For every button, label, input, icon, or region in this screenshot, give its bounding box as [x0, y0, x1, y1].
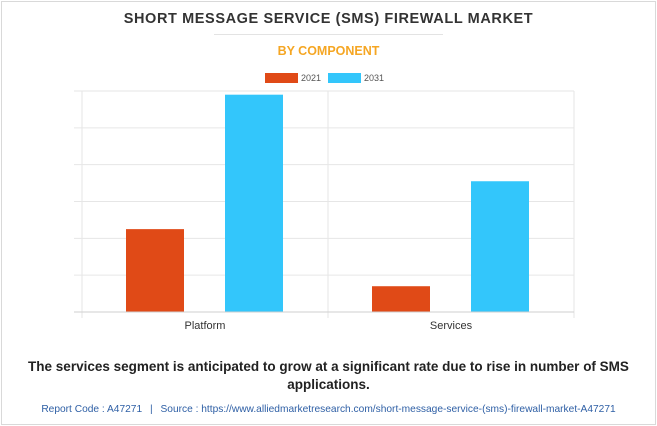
footer-separator: |	[149, 404, 153, 415]
footer: Report Code : A47271 | Source : https://…	[0, 404, 657, 415]
bar-2031-platform	[225, 94, 283, 312]
legend-label-2031: 2031	[364, 73, 385, 83]
x-tick-label-services: Services	[430, 320, 473, 332]
legend: 2021 2031	[0, 71, 657, 85]
x-axis: Platform Services	[74, 311, 574, 332]
legend-swatch-2021	[265, 73, 298, 83]
legend-swatch-2031	[328, 73, 361, 83]
bar-2031-services	[471, 181, 529, 312]
title-divider	[214, 34, 443, 35]
legend-label-2021: 2021	[301, 73, 322, 83]
bars	[126, 94, 529, 312]
chart-title: SHORT MESSAGE SERVICE (SMS) FIREWALL MAR…	[123, 11, 534, 27]
bar-chart: Platform Services	[74, 90, 575, 332]
bar-2021-platform	[126, 229, 184, 312]
chart-caption: The services segment is anticipated to g…	[28, 359, 629, 392]
chart-subtitle: BY COMPONENT	[277, 44, 380, 58]
bar-2021-services	[372, 286, 430, 312]
source-link[interactable]: Source : https://www.alliedmarketresearc…	[160, 404, 616, 415]
report-code: Report Code : A47271	[41, 404, 143, 415]
x-tick-label-platform: Platform	[185, 320, 226, 332]
